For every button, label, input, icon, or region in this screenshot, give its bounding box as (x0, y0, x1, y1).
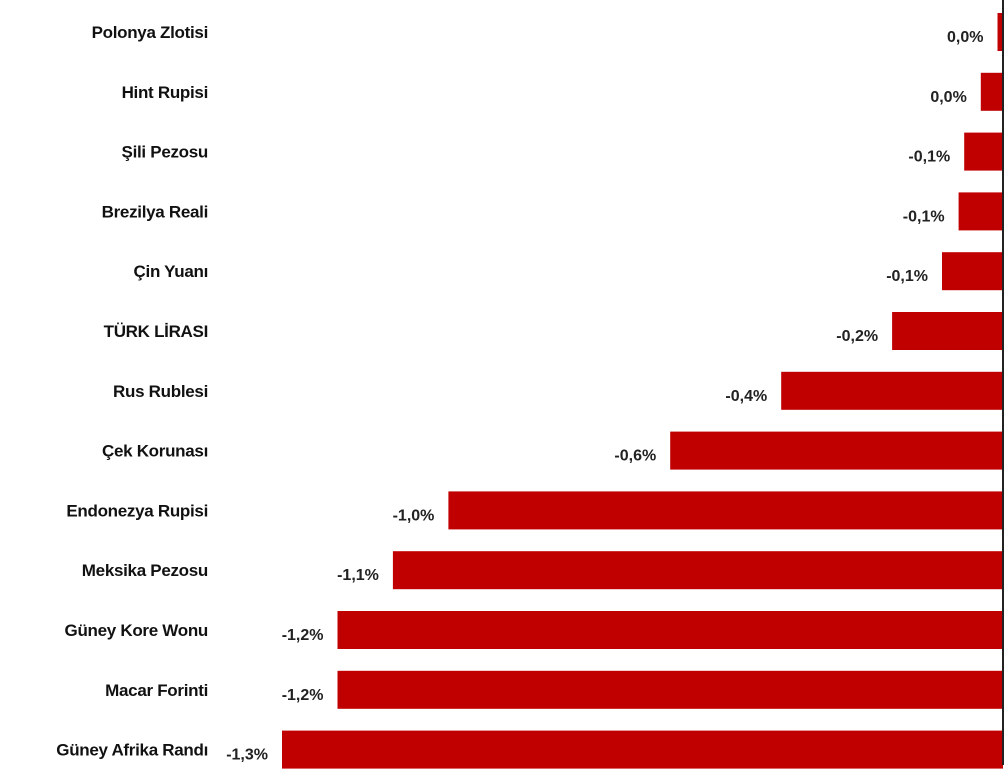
data-label: 0,0% (930, 89, 966, 106)
data-label: -0,1% (908, 149, 950, 166)
bar (964, 132, 1003, 171)
category-label: Çin Yuanı (134, 262, 208, 281)
bar (337, 670, 1003, 709)
data-label: -0,1% (886, 268, 928, 285)
category-label: Rus Rublesi (113, 382, 208, 401)
data-label: -0,4% (725, 388, 767, 405)
bar (892, 312, 1003, 350)
bars-layer (282, 13, 1003, 769)
labels-layer: Polonya Zlotisi 0,0% Hint Rupisi 0,0% Şili P… (56, 23, 983, 764)
bar (448, 491, 1003, 530)
category-label: Güney Afrika Randı (56, 741, 208, 760)
data-label: -1,3% (226, 747, 268, 764)
bar (980, 72, 1003, 111)
category-label: Güney Kore Wonu (65, 621, 208, 640)
category-label: Meksika Pezosu (82, 561, 208, 580)
category-label: Çek Korunası (102, 442, 208, 461)
bar (997, 13, 1003, 51)
data-label: -0,1% (903, 208, 945, 225)
category-label: Macar Forinti (105, 681, 208, 700)
data-label: -0,2% (836, 328, 878, 345)
category-label: Endonezya Rupisi (66, 501, 208, 520)
category-label: Polonya Zlotisi (92, 23, 208, 42)
bar (337, 611, 1003, 649)
data-label: -1,2% (282, 687, 324, 704)
data-label: -1,0% (393, 507, 435, 524)
bar (781, 371, 1003, 410)
data-label: -1,1% (337, 567, 379, 584)
bar (670, 431, 1003, 470)
bar (282, 730, 1003, 769)
category-label: Brezilya Reali (102, 202, 208, 221)
data-label: -0,6% (614, 448, 656, 465)
bar (958, 192, 1003, 231)
bar (942, 252, 1003, 291)
data-label: 0,0% (947, 29, 983, 46)
category-label: Şili Pezosu (122, 143, 208, 162)
category-label: TÜRK LİRASI (104, 322, 208, 341)
bar (392, 551, 1003, 590)
data-label: -1,2% (282, 627, 324, 644)
category-label: Hint Rupisi (122, 83, 208, 102)
